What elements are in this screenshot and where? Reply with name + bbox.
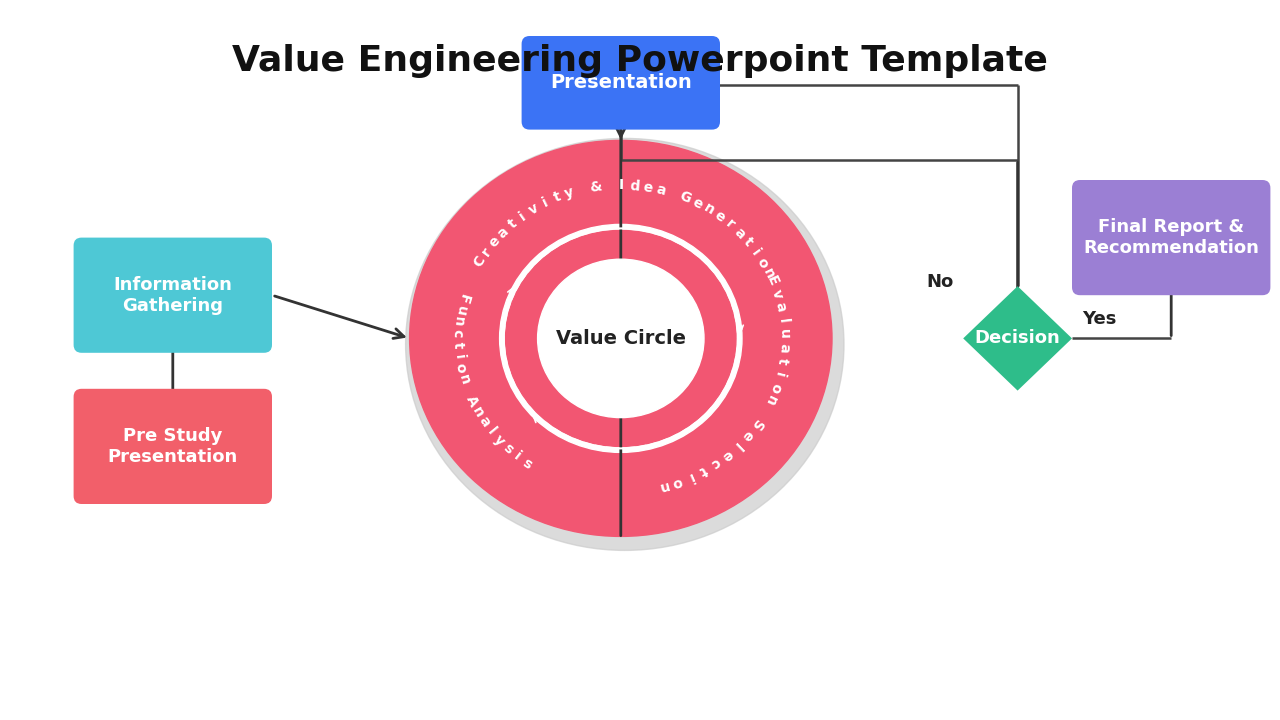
Text: c: c [708, 455, 723, 471]
Text: Presentation: Presentation [550, 73, 691, 92]
Text: t: t [740, 235, 755, 249]
Text: i: i [452, 354, 466, 360]
Ellipse shape [499, 225, 742, 452]
Text: i: i [685, 469, 695, 484]
Text: o: o [767, 381, 783, 395]
Text: Information
Gathering: Information Gathering [114, 276, 232, 315]
Text: Final Report &
Recommendation: Final Report & Recommendation [1083, 218, 1260, 257]
Text: t: t [774, 357, 790, 366]
Text: t: t [451, 341, 465, 348]
Text: n: n [456, 373, 472, 387]
Text: y: y [563, 185, 576, 201]
Text: e: e [739, 427, 755, 444]
Text: n: n [760, 266, 777, 282]
Text: a: a [731, 225, 748, 241]
Text: e: e [719, 446, 735, 463]
FancyBboxPatch shape [74, 389, 273, 504]
Polygon shape [964, 286, 1073, 390]
Text: Value Engineering Powerpoint Template: Value Engineering Powerpoint Template [232, 44, 1048, 78]
Text: i: i [772, 371, 787, 379]
Text: r: r [722, 217, 737, 232]
FancyBboxPatch shape [74, 238, 273, 353]
FancyBboxPatch shape [1073, 180, 1271, 295]
Ellipse shape [506, 230, 736, 446]
Text: e: e [641, 180, 653, 195]
Text: S: S [748, 416, 764, 433]
Ellipse shape [410, 140, 832, 536]
Text: Pre Study
Presentation: Pre Study Presentation [108, 427, 238, 466]
Text: E: E [764, 274, 781, 288]
Text: l: l [776, 318, 790, 324]
Ellipse shape [538, 259, 704, 418]
Text: o: o [754, 255, 771, 271]
Text: e: e [690, 195, 705, 212]
Text: No: No [925, 273, 954, 291]
Text: o: o [453, 362, 468, 374]
Text: c: c [451, 329, 465, 338]
Text: Value Circle: Value Circle [556, 329, 686, 348]
Text: n: n [657, 478, 669, 494]
Text: Yes: Yes [1082, 310, 1116, 328]
Text: t: t [696, 463, 709, 478]
Text: s: s [520, 456, 535, 472]
Text: l: l [484, 426, 498, 438]
Text: e: e [712, 208, 727, 225]
Text: A: A [463, 394, 481, 410]
Text: a: a [777, 343, 791, 353]
Text: &: & [588, 179, 602, 195]
Text: i: i [511, 450, 524, 464]
Text: t: t [552, 190, 563, 205]
Text: v: v [526, 201, 541, 217]
Text: v: v [769, 287, 785, 300]
Text: i: i [749, 246, 763, 258]
Text: s: s [500, 441, 516, 457]
Text: n: n [470, 404, 486, 420]
Text: u: u [453, 304, 468, 316]
Text: e: e [486, 233, 503, 250]
Text: l: l [731, 438, 744, 452]
Text: i: i [540, 196, 550, 210]
Text: I: I [618, 179, 623, 192]
Text: F: F [456, 292, 471, 305]
Text: i: i [517, 209, 529, 223]
Text: G: G [677, 189, 694, 207]
Text: Decision: Decision [975, 329, 1060, 347]
Text: u: u [777, 329, 791, 339]
Ellipse shape [406, 138, 844, 550]
Text: y: y [492, 433, 507, 449]
Text: t: t [506, 216, 520, 231]
Text: n: n [762, 393, 778, 408]
Text: a: a [654, 182, 667, 198]
Text: n: n [701, 201, 717, 218]
Text: o: o [669, 474, 684, 490]
Text: a: a [495, 224, 512, 240]
FancyBboxPatch shape [522, 36, 719, 130]
Text: a: a [476, 414, 493, 430]
Text: a: a [773, 301, 788, 313]
Text: r: r [479, 245, 494, 258]
Text: C: C [471, 254, 488, 270]
Text: n: n [451, 316, 466, 328]
Text: d: d [628, 179, 640, 193]
